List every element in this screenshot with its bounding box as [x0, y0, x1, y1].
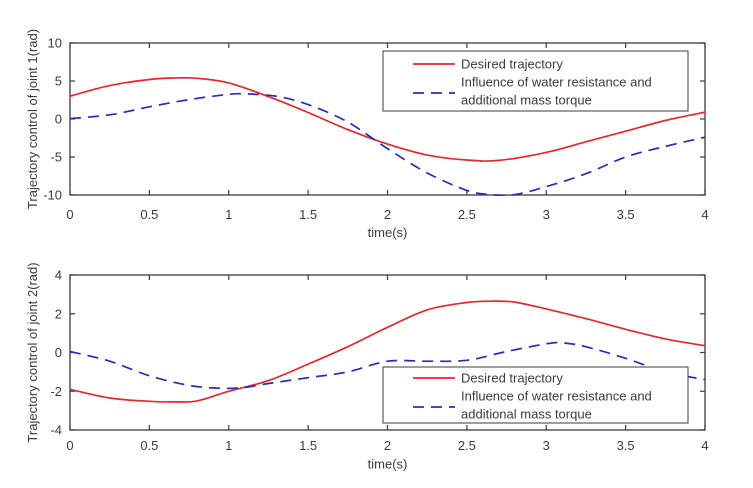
- x-tick-label: 3: [543, 207, 550, 222]
- y-tick-label: 0: [55, 345, 62, 360]
- legend-label-desired: Desired trajectory: [461, 57, 563, 72]
- legend-joint2: Desired trajectory Influence of water re…: [382, 366, 689, 424]
- y-tick-label: 2: [55, 306, 62, 321]
- influence-curve: [70, 341, 705, 390]
- y-tick-label: 4: [55, 268, 62, 283]
- x-tick-label: 0.5: [140, 207, 158, 222]
- tick-marks: [69, 42, 706, 196]
- y-tick-label: -4: [50, 423, 62, 438]
- tick-marks: [69, 274, 706, 431]
- subplot-joint1: 0 0.5 1 1.5 2 2.5 3 3.5 4 -10 -5 0 5 10 Trajectory co…: [25, 29, 709, 240]
- x-axis-label-joint2: time(s): [368, 457, 408, 472]
- legend-label-desired: Desired trajectory: [461, 371, 563, 386]
- plot-area-joint2: 0 0.5 1 1.5 2 2.5 3 3.5 4 -4 -2 0 2 4: [50, 268, 708, 454]
- x-tick-label: 3.5: [617, 438, 635, 453]
- legend-label-influence-line1: Influence of water resistance and: [461, 389, 652, 404]
- x-tick-label: 1.5: [299, 438, 317, 453]
- x-tick-label: 2: [384, 207, 391, 222]
- x-tick-label: 0.5: [140, 438, 158, 453]
- x-tick-label: 3.5: [617, 207, 635, 222]
- y-tick-label: -2: [50, 384, 62, 399]
- subplot-joint2: 0 0.5 1 1.5 2 2.5 3 3.5 4 -4 -2 0 2 4 Trajectory cont…: [25, 262, 709, 472]
- legend-joint1: Desired trajectory Influence of water re…: [382, 50, 689, 112]
- x-tick-label: 0: [66, 207, 73, 222]
- y-axis-label-joint2: Trajectory control of joint 2(rad): [25, 262, 40, 442]
- influence-curve: [70, 92, 705, 196]
- legend-label-influence-line2: additional mass torque: [461, 93, 592, 108]
- legend-label-influence-line1: Influence of water resistance and: [461, 75, 652, 90]
- x-tick-label: 2.5: [458, 438, 476, 453]
- x-tick-label: 0: [66, 438, 73, 453]
- x-tick-label: 4: [701, 438, 708, 453]
- x-tick-label: 3: [543, 438, 550, 453]
- legend-box: [382, 50, 689, 112]
- tick-labels: 0 0.5 1 1.5 2 2.5 3 3.5 4 -10 -5 0 5 10: [43, 36, 708, 223]
- x-tick-label: 1: [225, 207, 232, 222]
- desired-trajectory-curve: [70, 300, 705, 403]
- y-tick-label: 5: [55, 74, 62, 89]
- plot-area-joint1: 0 0.5 1 1.5 2 2.5 3 3.5 4 -10 -5 0 5 10: [43, 36, 708, 223]
- desired-trajectory-curve: [70, 76, 705, 162]
- x-tick-label: 1: [225, 438, 232, 453]
- y-axis-label-joint1: Trajectory control of joint 1(rad): [25, 29, 40, 209]
- x-tick-label: 1.5: [299, 207, 317, 222]
- y-tick-label: -5: [50, 150, 62, 165]
- legend-label-influence-line2: additional mass torque: [461, 407, 592, 422]
- x-axis-label-joint1: time(s): [368, 225, 408, 240]
- y-tick-label: 10: [48, 36, 62, 51]
- x-tick-label: 2.5: [458, 207, 476, 222]
- tick-labels: 0 0.5 1 1.5 2 2.5 3 3.5 4 -4 -2 0 2 4: [50, 268, 708, 454]
- x-tick-label: 2: [384, 438, 391, 453]
- y-tick-label: -10: [43, 188, 62, 203]
- x-tick-label: 4: [701, 207, 708, 222]
- y-tick-label: 0: [55, 112, 62, 127]
- legend-box: [382, 366, 689, 424]
